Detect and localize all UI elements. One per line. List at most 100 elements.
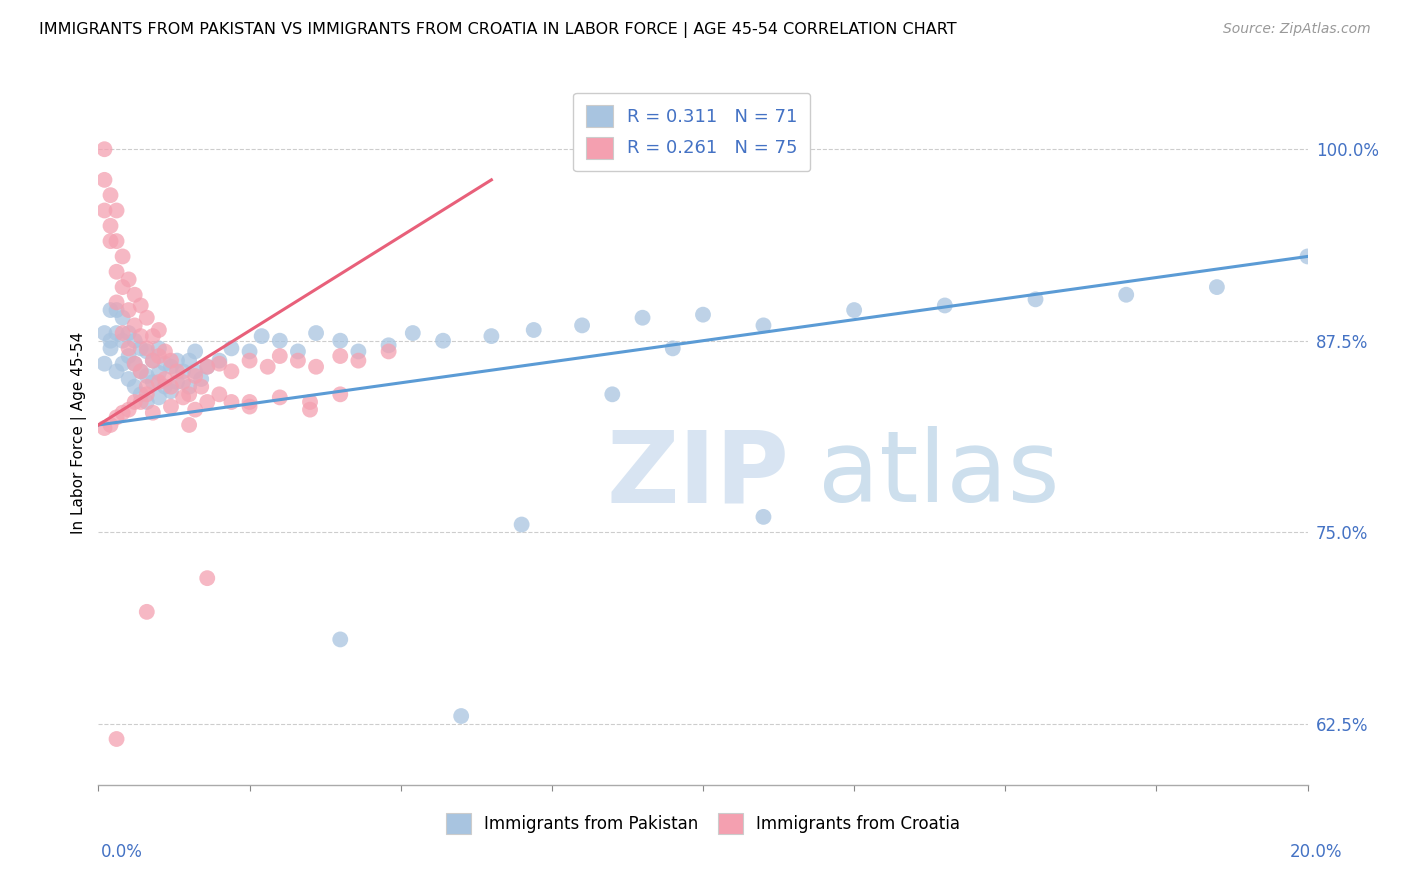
Point [124, 395, 146, 409]
Point [305, 359, 328, 374]
Point [100, 234, 122, 248]
Point [166, 375, 188, 389]
Point [661, 342, 683, 356]
Point [148, 391, 170, 405]
Point [100, 188, 122, 202]
Point [129, 364, 152, 378]
Point [105, 295, 128, 310]
Point [148, 349, 170, 363]
Point [221, 364, 243, 378]
Point [129, 329, 152, 343]
Point [135, 395, 157, 409]
Point [100, 417, 122, 432]
Point [221, 342, 243, 356]
Point [208, 357, 231, 371]
Point [329, 387, 352, 401]
Point [602, 387, 624, 401]
Point [129, 298, 152, 312]
Point [111, 334, 134, 348]
Point [111, 406, 134, 420]
Point [105, 731, 128, 746]
Point [160, 353, 183, 368]
Point [135, 605, 157, 619]
Point [184, 364, 207, 378]
Point [129, 387, 152, 401]
Point [481, 329, 503, 343]
Point [111, 280, 134, 294]
Point [135, 344, 157, 359]
Point [299, 395, 322, 409]
Point [523, 323, 546, 337]
Point [111, 357, 134, 371]
Text: ZIP: ZIP [606, 426, 789, 524]
Point [1115, 287, 1137, 301]
Point [105, 265, 128, 279]
Point [179, 379, 201, 393]
Point [160, 384, 183, 399]
Point [105, 303, 128, 318]
Point [148, 342, 170, 356]
Point [118, 342, 141, 356]
Point [184, 368, 207, 383]
Point [160, 400, 183, 414]
Point [179, 417, 201, 432]
Point [195, 359, 218, 374]
Point [179, 353, 201, 368]
Point [135, 379, 157, 393]
Point [347, 353, 370, 368]
Point [142, 353, 165, 368]
Point [135, 387, 157, 401]
Point [752, 509, 775, 524]
Point [118, 402, 141, 417]
Text: Source: ZipAtlas.com: Source: ZipAtlas.com [1223, 22, 1371, 37]
Point [124, 334, 146, 348]
Point [377, 338, 399, 352]
Point [148, 375, 170, 389]
Legend: Immigrants from Pakistan, Immigrants from Croatia: Immigrants from Pakistan, Immigrants fro… [436, 803, 970, 844]
Text: IMMIGRANTS FROM PAKISTAN VS IMMIGRANTS FROM CROATIA IN LABOR FORCE | AGE 45-54 C: IMMIGRANTS FROM PAKISTAN VS IMMIGRANTS F… [39, 22, 957, 38]
Point [111, 326, 134, 340]
Point [105, 234, 128, 248]
Point [269, 334, 291, 348]
Point [124, 379, 146, 393]
Point [166, 353, 188, 368]
Point [172, 375, 194, 389]
Point [105, 203, 128, 218]
Point [160, 379, 183, 393]
Point [100, 342, 122, 356]
Point [153, 357, 176, 371]
Point [208, 387, 231, 401]
Point [118, 303, 141, 318]
Point [100, 334, 122, 348]
Text: 0.0%: 0.0% [101, 843, 143, 861]
Point [172, 364, 194, 378]
Point [377, 344, 399, 359]
Point [179, 387, 201, 401]
Point [118, 272, 141, 286]
Point [172, 391, 194, 405]
Point [111, 249, 134, 263]
Point [510, 517, 533, 532]
Point [329, 349, 352, 363]
Point [148, 323, 170, 337]
Point [692, 308, 714, 322]
Point [124, 357, 146, 371]
Point [221, 395, 243, 409]
Text: 20.0%: 20.0% [1291, 843, 1343, 861]
Point [239, 395, 262, 409]
Point [111, 310, 134, 325]
Point [105, 364, 128, 378]
Point [269, 349, 291, 363]
Point [135, 342, 157, 356]
Point [148, 366, 170, 380]
Point [124, 318, 146, 333]
Point [153, 379, 176, 393]
Point [269, 391, 291, 405]
Point [105, 326, 128, 340]
Point [184, 344, 207, 359]
Point [129, 395, 152, 409]
Point [100, 303, 122, 318]
Point [93, 203, 115, 218]
Point [329, 334, 352, 348]
Point [256, 359, 278, 374]
